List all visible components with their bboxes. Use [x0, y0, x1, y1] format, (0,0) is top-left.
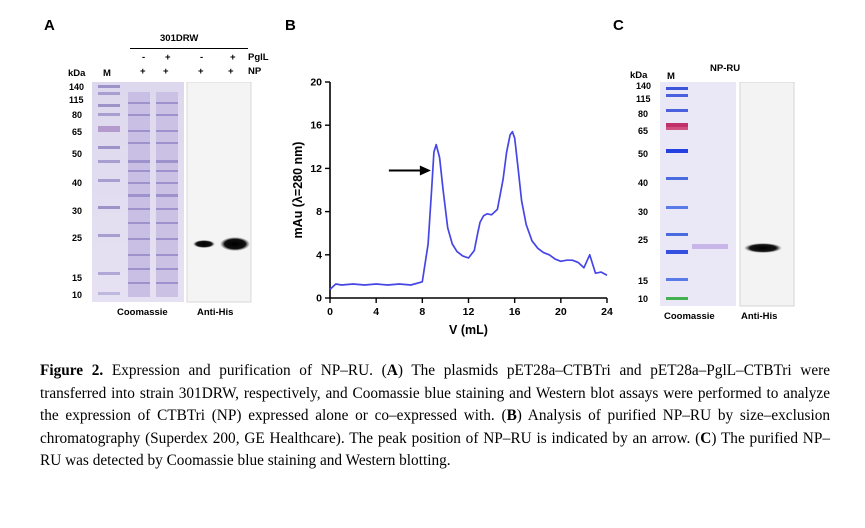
pgll-sign-1: - [142, 52, 146, 63]
chart-annotations [388, 165, 431, 176]
mw-a-25: 25 [72, 233, 83, 243]
pgll-sign-2: + [165, 52, 171, 63]
x-tick-label-8: 8 [419, 306, 425, 318]
mw-c-15: 15 [638, 276, 649, 286]
caption-segment-4: ) The purified NP–RU was detected by Coo… [40, 429, 831, 470]
chart-ticks: 0 4 8 12 16 20 0 4 8 12 16 20 24 [310, 77, 613, 319]
marker-lane-c [666, 87, 688, 300]
kda-label-c: kDa [630, 70, 648, 81]
gel-c-images [660, 82, 795, 307]
caption-segment-3: ) Analysis of purified NP–RU by size–exc… [40, 407, 830, 447]
marker-label-c: M [667, 71, 675, 82]
mw-a-10: 10 [72, 290, 83, 300]
figure-caption: Figure 2. Expression and purification of… [40, 360, 830, 473]
mw-a-115: 115 [69, 95, 84, 105]
marker-label-a: M [103, 68, 111, 79]
strain-label: 301DRW [160, 33, 199, 44]
mw-a-15: 15 [72, 273, 83, 283]
mw-c-80: 80 [638, 109, 649, 119]
mw-a-140: 140 [69, 82, 85, 92]
antihis-label-c: Anti-His [741, 311, 778, 322]
mw-a-50: 50 [72, 149, 83, 159]
y-tick-label-16: 16 [310, 120, 322, 132]
chart-series [329, 130, 608, 291]
y-tick-label-8: 8 [316, 206, 322, 218]
caption-ref-b: B [506, 407, 517, 424]
mw-c-50: 50 [638, 149, 649, 159]
mw-c-25: 25 [638, 235, 649, 245]
series-line-0 [329, 130, 608, 291]
mw-a-80: 80 [72, 110, 83, 120]
mw-c-40: 40 [638, 178, 649, 188]
chromatogram: V (mL) mAu (λ=280 nm) 0 4 8 12 16 20 0 4 8 12 16 20 2… [291, 77, 613, 338]
caption-ref-c: C [700, 429, 712, 447]
x-tick-label-20: 20 [555, 306, 567, 318]
panel-b-label: B [285, 17, 296, 34]
caption-label: Figure 2. [40, 362, 104, 379]
x-tick-label-24: 24 [601, 306, 613, 318]
x-tick-label-12: 12 [463, 306, 475, 318]
panel-a-label: A [44, 17, 55, 34]
mw-a-30: 30 [72, 206, 83, 216]
kda-label-a: kDa [68, 68, 86, 79]
pgll-row-label: PglL [248, 52, 269, 63]
y-tick-label-0: 0 [316, 293, 322, 305]
antihis-label-a: Anti-His [197, 307, 234, 318]
y-tick-label-12: 12 [310, 163, 322, 175]
chart-axes: V (mL) mAu (λ=280 nm) [291, 82, 607, 337]
np-sign-3: + [198, 66, 204, 77]
x-tick-label-16: 16 [509, 306, 521, 318]
marker-lane-a [98, 85, 120, 295]
panel-c-label: C [613, 17, 624, 34]
western-blot-a [186, 82, 252, 303]
np-row-label: NP [248, 66, 262, 77]
mw-a-40: 40 [72, 178, 83, 188]
np-sign-1: + [140, 66, 146, 77]
peak-arrow-head [419, 165, 431, 176]
y-axis-title: mAu (λ=280 nm) [291, 142, 305, 239]
x-axis-title: V (mL) [449, 323, 488, 337]
coomassie-band-c [692, 244, 728, 249]
y-tick-label-20: 20 [310, 77, 322, 89]
wb-band-a-1 [193, 240, 215, 248]
caption-segment-2: ) The plasmids pET28a–CTBTri and pET28a–… [40, 362, 830, 424]
x-tick-label-4: 4 [373, 306, 379, 318]
x-tick-label-0: 0 [327, 306, 333, 318]
gel-a-images [92, 82, 252, 303]
caption-segment-1: Expression and purification of NP–RU. ( [103, 362, 387, 379]
coomassie-gel-c [660, 82, 736, 306]
mw-c-140: 140 [636, 81, 652, 91]
np-sign-2: + [163, 66, 169, 77]
sample-lanes-a [128, 92, 178, 297]
wb-band-a-2 [220, 237, 250, 251]
strain-bracket [130, 48, 248, 49]
pgll-sign-4: + [230, 52, 236, 63]
mw-a-65: 65 [72, 127, 83, 137]
np-sign-4: + [228, 66, 234, 77]
mw-c-115: 115 [636, 94, 651, 104]
coomassie-label-a: Coomassie [117, 307, 168, 318]
pgll-sign-3: - [200, 52, 204, 63]
mw-c-65: 65 [638, 126, 649, 136]
coomassie-label-c: Coomassie [664, 311, 715, 322]
mw-c-10: 10 [638, 294, 649, 304]
wb-band-c [744, 243, 782, 253]
y-tick-label-4: 4 [316, 249, 322, 261]
mw-c-30: 30 [638, 207, 649, 217]
panel-c-title: NP-RU [710, 63, 741, 74]
caption-ref-a: A [386, 362, 398, 379]
western-blot-c [739, 82, 795, 307]
